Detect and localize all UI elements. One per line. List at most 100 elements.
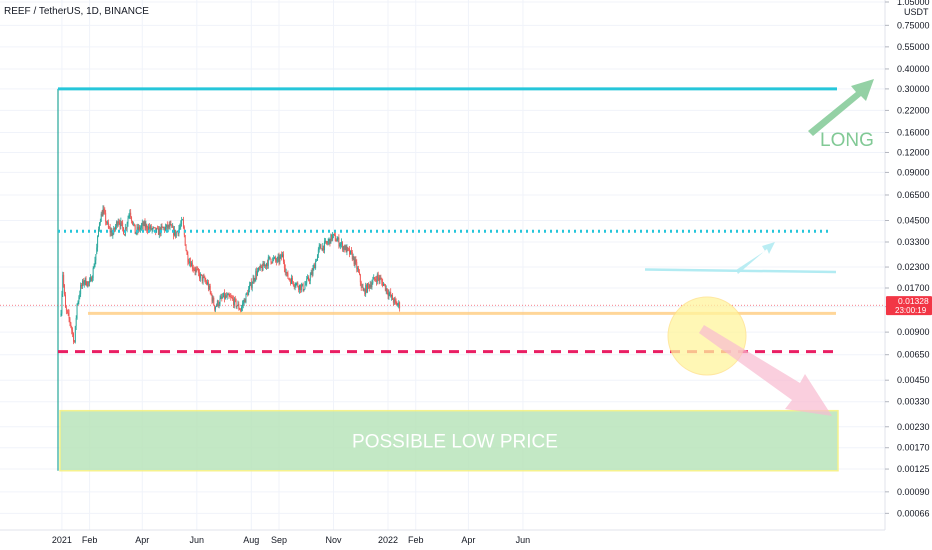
candle-body xyxy=(204,277,206,281)
candle-body xyxy=(283,254,284,262)
candle-body xyxy=(279,256,281,262)
candle-body xyxy=(324,241,326,251)
candle-body xyxy=(89,280,91,283)
candle-body xyxy=(243,299,245,304)
candle-body xyxy=(373,277,375,280)
candle-body xyxy=(384,284,386,291)
candle-body xyxy=(370,284,372,288)
candle-body xyxy=(303,289,305,291)
candle-body xyxy=(342,246,344,250)
candle-body xyxy=(209,286,211,292)
price-tick-label: 0.00650 xyxy=(897,350,930,360)
price-tick-label: 0.06500 xyxy=(897,190,930,200)
candle-body xyxy=(397,304,399,306)
drawings: POSSIBLE LOW PRICE LONG xyxy=(0,79,885,472)
candle-body xyxy=(300,284,301,291)
candle-body xyxy=(259,265,261,269)
candle-body xyxy=(130,212,132,218)
candle-body xyxy=(78,297,80,302)
candle-body xyxy=(254,278,256,281)
candle-body xyxy=(128,214,130,219)
candle-body xyxy=(115,221,117,227)
candle-body xyxy=(213,297,215,306)
candle-body xyxy=(385,288,387,291)
candle-body xyxy=(224,295,226,299)
candle-body xyxy=(335,241,337,242)
candle-body xyxy=(340,243,342,246)
candle-body xyxy=(390,292,392,297)
candle-body xyxy=(378,277,380,281)
candle-body xyxy=(241,304,243,308)
candles xyxy=(60,205,401,345)
candle-body xyxy=(317,249,319,255)
candle-body xyxy=(260,265,262,268)
candle-body xyxy=(258,267,259,271)
candle-body xyxy=(395,300,397,303)
candle-body xyxy=(227,294,229,296)
candle-body xyxy=(266,263,268,266)
time-tick-label: Jun xyxy=(516,535,531,545)
candle-body xyxy=(75,317,77,327)
time-tick-label: Nov xyxy=(326,535,343,545)
candle-body xyxy=(137,227,139,231)
countdown-value: 23:00:19 xyxy=(895,306,927,315)
candle-body xyxy=(164,227,166,231)
candle-body xyxy=(114,227,116,230)
candle-body xyxy=(249,282,251,286)
candle-body xyxy=(221,296,223,298)
candle-body xyxy=(295,283,297,286)
candle-body xyxy=(63,274,65,285)
candle-body xyxy=(61,293,63,314)
candle-body xyxy=(342,242,343,250)
candle-body xyxy=(195,269,197,272)
candle-body xyxy=(306,278,308,284)
price-axis[interactable]: 1.05000 0.75000 0.55000 0.40000 0.30000 0.220… xyxy=(885,0,932,518)
candle-body xyxy=(364,289,366,295)
candle-body xyxy=(203,276,205,278)
candle-body xyxy=(284,268,286,273)
candle-body xyxy=(90,277,91,281)
candle-body xyxy=(281,254,283,258)
candle-body xyxy=(333,233,334,235)
candle-body xyxy=(316,260,317,262)
candle-body xyxy=(393,298,395,303)
candle-body xyxy=(193,269,195,270)
price-tick-label: 0.55000 xyxy=(897,42,930,52)
candle-body xyxy=(242,303,244,305)
candle-body xyxy=(388,293,390,296)
candle-body xyxy=(267,257,269,266)
candle-body xyxy=(77,301,79,304)
time-tick-label: Jun xyxy=(190,535,205,545)
candle-body xyxy=(207,282,208,285)
candle-body xyxy=(87,281,89,286)
candle-body xyxy=(191,262,193,269)
time-tick-label: Apr xyxy=(461,535,475,545)
candle-body xyxy=(149,226,150,229)
candle-body xyxy=(81,280,83,286)
candle-body xyxy=(79,294,81,298)
candle-body xyxy=(200,274,202,275)
candle-body xyxy=(360,282,362,288)
candle-body xyxy=(151,228,153,230)
candle-body xyxy=(192,268,194,270)
candle-body xyxy=(66,310,68,312)
candle-body xyxy=(116,221,118,226)
candle-body xyxy=(328,238,330,242)
candle-body xyxy=(315,260,317,269)
candle-body xyxy=(230,296,232,298)
candle-body xyxy=(136,227,138,233)
long-label: LONG xyxy=(820,130,874,151)
candle-body xyxy=(73,333,74,342)
candle-body xyxy=(68,313,70,319)
time-axis[interactable]: 2021 Feb Apr Jun Aug Sep Nov 2022 Feb Apr Jun xyxy=(52,535,530,545)
candle-body xyxy=(372,279,374,284)
candle-body xyxy=(305,283,307,285)
candle-body xyxy=(341,242,343,244)
candle-body xyxy=(149,225,151,229)
candle-body xyxy=(396,302,398,306)
candle-body xyxy=(350,250,352,253)
candle-body xyxy=(99,221,101,223)
candle-body xyxy=(118,221,120,224)
candle-body xyxy=(216,305,217,307)
